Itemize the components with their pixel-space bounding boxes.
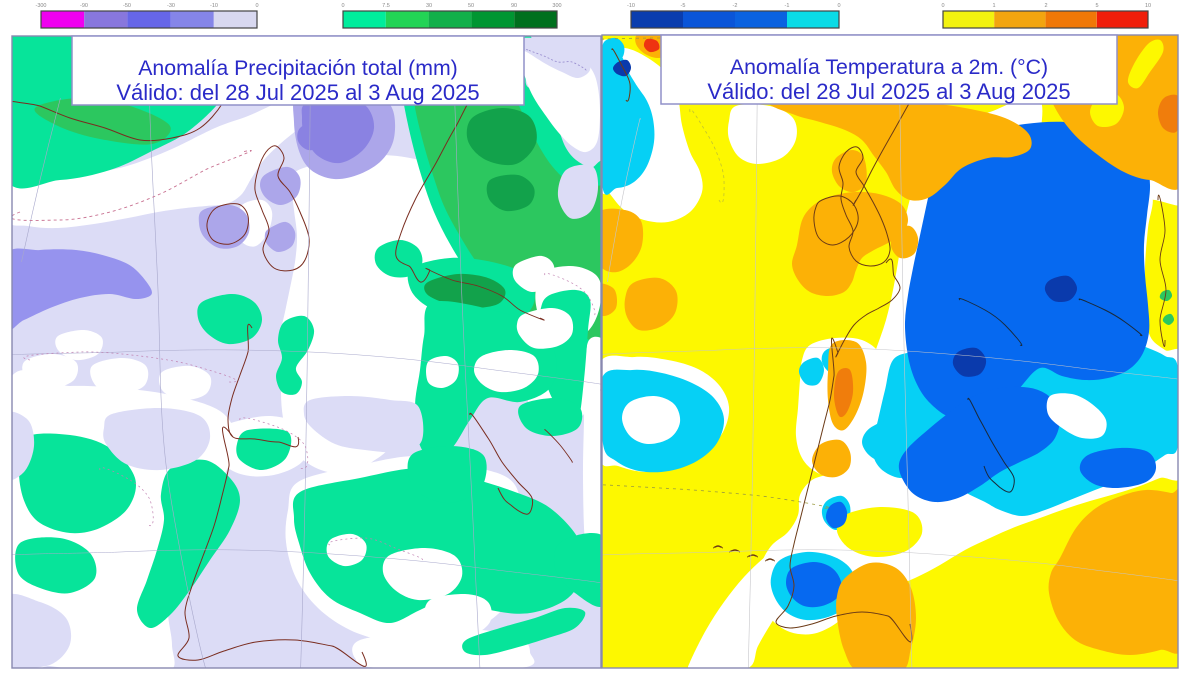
- svg-text:-50: -50: [123, 3, 131, 9]
- svg-text:0: 0: [341, 3, 344, 9]
- svg-text:90: 90: [511, 3, 517, 9]
- svg-text:Anomalía Precipitación total (: Anomalía Precipitación total (mm): [138, 56, 458, 80]
- svg-text:-2: -2: [733, 3, 738, 9]
- svg-text:Anomalía Temperatura a 2m. (°C: Anomalía Temperatura a 2m. (°C): [730, 55, 1048, 79]
- svg-text:-1: -1: [785, 3, 790, 9]
- svg-text:5: 5: [1095, 3, 1098, 9]
- svg-text:30: 30: [426, 3, 432, 9]
- svg-text:7.5: 7.5: [382, 3, 390, 9]
- svg-text:0: 0: [941, 3, 944, 9]
- svg-text:0: 0: [837, 3, 840, 9]
- svg-text:2: 2: [1044, 3, 1047, 9]
- svg-text:50: 50: [468, 3, 474, 9]
- svg-text:-10: -10: [210, 3, 218, 9]
- svg-text:Válido: del 28 Jul 2025 al 3 A: Válido: del 28 Jul 2025 al 3 Aug 2025: [116, 80, 479, 105]
- svg-text:-90: -90: [80, 3, 88, 9]
- svg-text:0: 0: [255, 3, 258, 9]
- svg-text:1: 1: [992, 3, 995, 9]
- svg-text:300: 300: [552, 3, 561, 9]
- svg-text:Válido: del 28 Jul 2025 al 3 A: Válido: del 28 Jul 2025 al 3 Aug 2025: [707, 79, 1070, 104]
- svg-text:-30: -30: [167, 3, 175, 9]
- svg-text:10: 10: [1145, 3, 1151, 9]
- svg-text:-300: -300: [35, 3, 46, 9]
- svg-text:-5: -5: [681, 3, 686, 9]
- svg-text:-10: -10: [627, 3, 635, 9]
